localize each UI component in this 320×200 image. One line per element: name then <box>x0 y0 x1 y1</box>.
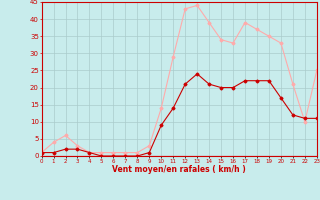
X-axis label: Vent moyen/en rafales ( km/h ): Vent moyen/en rafales ( km/h ) <box>112 165 246 174</box>
